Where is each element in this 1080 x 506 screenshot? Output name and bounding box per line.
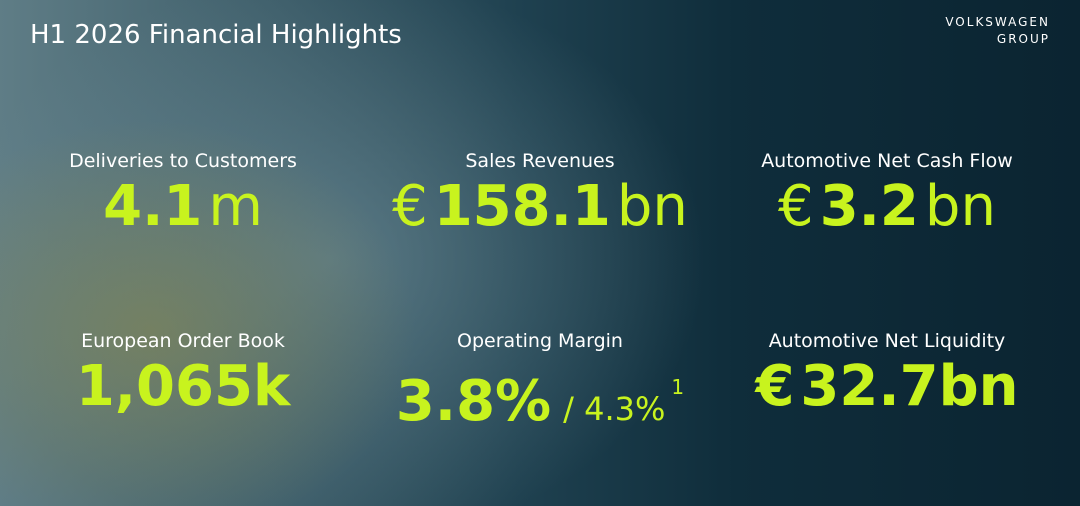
slide-title: H1 2026 Financial Highlights (30, 20, 402, 50)
kpi-value: €32.7bn (707, 356, 1067, 418)
kpi-value-part: bn (616, 174, 688, 239)
logo-line: GROUP (996, 32, 1050, 46)
kpi: European Order Book 1,065k (3, 330, 363, 418)
kpi-label: Deliveries to Customers (69, 150, 297, 172)
kpi-label: European Order Book (81, 330, 285, 352)
kpi-value: 1,065k (3, 356, 363, 418)
kpi: Automotive Net Liquidity €32.7bn (707, 330, 1067, 418)
kpi-value-part: 3.2 (819, 174, 919, 239)
kpi-value-part: 158.1 (433, 174, 611, 239)
kpi-value: €158.1 bn (360, 176, 720, 238)
kpi-value-part: € (778, 174, 814, 239)
kpi-value-part: 1,065k (75, 354, 291, 419)
kpi-value: 3.8% / 4.3%1 (360, 356, 720, 440)
kpi-value-part: / 4.3% (563, 390, 666, 428)
kpi: Deliveries to Customers 4.1 m (3, 150, 363, 238)
kpi-value-part: 4.1 (103, 174, 203, 239)
kpi-value-part: bn (924, 174, 996, 239)
kpi-value-part: m (208, 174, 263, 239)
kpi: Automotive Net Cash Flow €3.2 bn (707, 150, 1067, 238)
kpi-value-part: 32.7bn (800, 354, 1019, 419)
kpi-value-part: € (392, 174, 428, 239)
logo: VOLKSWAGEN GROUP (945, 14, 1050, 48)
kpi-label: Sales Revenues (465, 150, 615, 172)
kpi-value: €3.2 bn (707, 176, 1067, 238)
kpi-label: Operating Margin (457, 330, 623, 352)
kpi-value: 4.1 m (3, 176, 363, 238)
kpi: Sales Revenues €158.1 bn (360, 150, 720, 238)
kpi-value-part: 3.8% (395, 369, 552, 434)
logo-line: VOLKSWAGEN (945, 15, 1050, 29)
kpi-label: Automotive Net Liquidity (768, 330, 1006, 352)
kpi: Operating Margin 3.8% / 4.3%1 (360, 330, 720, 440)
kpi-value-part: € (755, 354, 795, 419)
kpi-label: Automotive Net Cash Flow (761, 150, 1013, 172)
kpi-value-part: 1 (671, 375, 685, 399)
